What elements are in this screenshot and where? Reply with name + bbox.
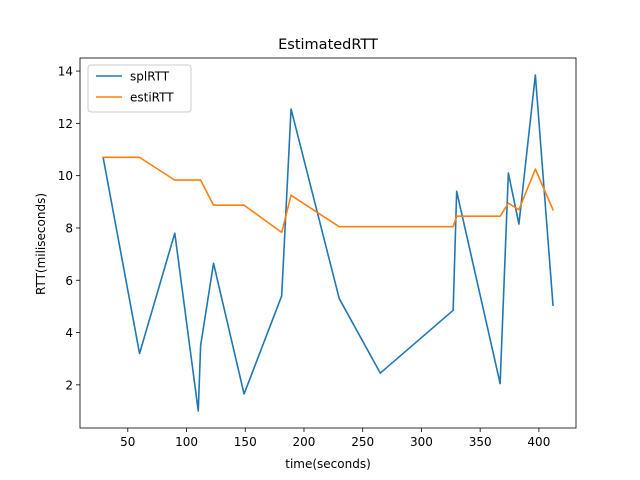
y-tick-label: 2 xyxy=(65,378,73,392)
x-axis-label: time(seconds) xyxy=(285,457,371,471)
x-tick-label: 100 xyxy=(175,435,198,449)
x-tick-label: 400 xyxy=(527,435,550,449)
legend-label: splRTT xyxy=(130,70,170,84)
x-tick-label: 300 xyxy=(410,435,433,449)
x-tick-label: 50 xyxy=(120,435,135,449)
legend: splRTT estiRTT xyxy=(87,64,192,113)
x-tick-label: 350 xyxy=(469,435,492,449)
y-tick-label: 14 xyxy=(58,65,73,79)
series-line-estiRTT xyxy=(102,156,555,234)
x-tick-label: 150 xyxy=(234,435,257,449)
y-tick-label: 4 xyxy=(65,326,73,340)
y-tick-label: 12 xyxy=(58,117,73,131)
y-tick-label: 6 xyxy=(65,274,73,288)
legend-label: estiRTT xyxy=(130,91,174,105)
chart-title: EstimatedRTT xyxy=(278,37,378,53)
x-tick-label: 200 xyxy=(293,435,316,449)
y-tick-label: 10 xyxy=(58,169,73,183)
series-layer xyxy=(102,74,555,412)
y-axis-ticks: 2 4 6 8 10 12 14 xyxy=(58,65,80,392)
series-line-splRTT xyxy=(102,74,554,412)
y-axis-label: RTT(miliseconds) xyxy=(34,193,48,295)
axes-frame xyxy=(79,57,577,429)
x-tick-label: 250 xyxy=(351,435,374,449)
y-tick-label: 8 xyxy=(65,221,73,235)
x-axis-ticks: 50 100 150 200 250 300 350 400 xyxy=(120,428,550,449)
